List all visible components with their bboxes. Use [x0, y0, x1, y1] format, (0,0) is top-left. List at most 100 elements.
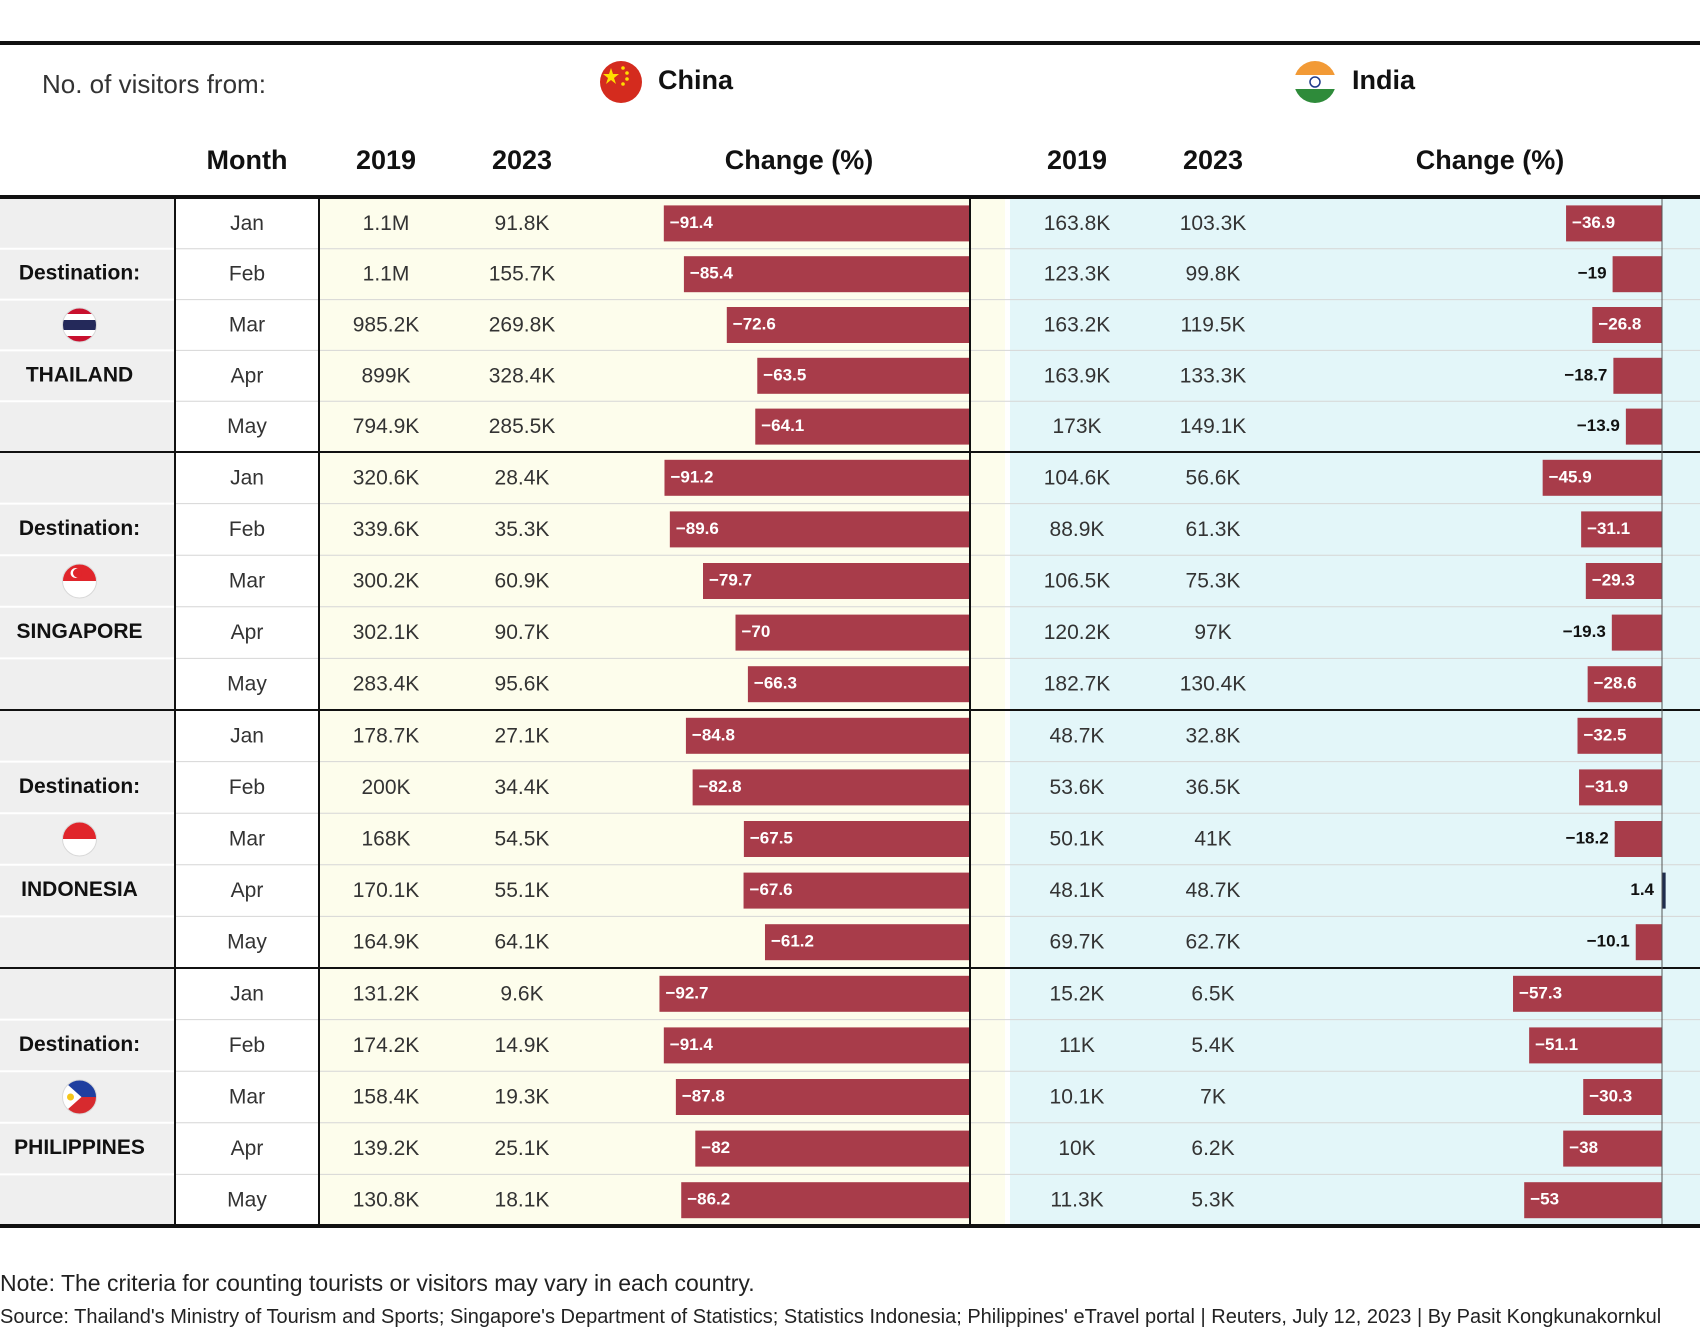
cell-month: Apr: [231, 621, 264, 644]
column-header-india-2023: 2023: [1183, 145, 1243, 175]
cell-china-2019: 174.2K: [353, 1034, 420, 1057]
bar-label-china: −85.4: [690, 264, 734, 283]
cell-india-2023: 149.1K: [1180, 415, 1247, 438]
cell-india-2023: 62.7K: [1186, 931, 1241, 954]
cell-china-2023: 54.5K: [495, 828, 550, 851]
cell-china-2023: 269.8K: [489, 314, 556, 337]
cell-china-2019: 164.9K: [353, 931, 420, 954]
philippines-flag-sun: [67, 1093, 74, 1101]
bar-china-change: [764, 924, 970, 961]
cell-india-2019: 173K: [1052, 415, 1101, 438]
china-flag-small-star: [621, 82, 625, 86]
india-section-bg: [1010, 198, 1700, 1226]
bar-label-china: −86.2: [687, 1190, 730, 1209]
bar-label-china: −70: [742, 622, 771, 641]
india-flag-wheel: [1309, 76, 1321, 88]
bar-india-change: [1587, 666, 1662, 703]
bar-label-india: −19: [1578, 264, 1607, 283]
bar-china-change: [663, 1027, 970, 1064]
cell-china-2019: 1.1M: [363, 263, 410, 286]
india-flag-green: [1294, 89, 1336, 103]
cell-china-2019: 320.6K: [353, 466, 420, 489]
bar-india-change: [1579, 769, 1662, 806]
cell-month: Mar: [229, 314, 265, 337]
cell-china-2019: 131.2K: [353, 982, 420, 1005]
cell-india-2019: 48.1K: [1050, 879, 1105, 902]
column-header-china-2023: 2023: [492, 145, 552, 175]
indonesia-flag-icon-rim: [62, 821, 97, 857]
china-flag-disc: [600, 61, 642, 103]
bar-india-change: [1662, 872, 1666, 909]
cell-china-2023: 60.9K: [495, 570, 550, 593]
indonesia-flag-red: [62, 822, 97, 839]
cell-month: May: [227, 673, 267, 696]
cell-china-2019: 794.9K: [353, 415, 420, 438]
bar-china-change: [695, 1130, 970, 1167]
cell-china-2019: 170.1K: [353, 879, 420, 902]
cell-china-2019: 283.4K: [353, 673, 420, 696]
cell-india-2023: 130.4K: [1180, 673, 1247, 696]
cell-india-2023: 48.7K: [1186, 879, 1241, 902]
cell-china-2019: 339.6K: [353, 518, 420, 541]
cell-month: Feb: [229, 776, 265, 799]
bar-china-change: [663, 205, 970, 242]
bar-india-change: [1635, 924, 1662, 961]
bar-china-change: [664, 459, 970, 496]
destination-label: Destination:: [19, 1033, 140, 1056]
cell-india-2019: 10K: [1058, 1137, 1095, 1160]
cell-india-2023: 103.3K: [1180, 212, 1247, 235]
bar-label-china: −67.5: [750, 828, 793, 847]
philippines-flag-icon-rim: [62, 1079, 97, 1115]
cell-china-2019: 178.7K: [353, 724, 420, 747]
bar-label-china: −79.7: [709, 570, 752, 589]
bar-label-china: −87.8: [682, 1086, 725, 1105]
cell-india-2023: 119.5K: [1181, 314, 1246, 337]
china-flag-icon: [600, 61, 642, 103]
cell-china-2019: 158.4K: [353, 1086, 420, 1109]
cell-month: Mar: [229, 828, 265, 851]
bar-label-china: −82.8: [699, 777, 742, 796]
cell-india-2023: 75.3K: [1186, 570, 1241, 593]
cell-china-2019: 139.2K: [353, 1137, 420, 1160]
cell-india-2023: 32.8K: [1186, 724, 1241, 747]
bar-india-change: [1513, 975, 1662, 1012]
bar-label-india: −38: [1569, 1138, 1598, 1157]
cell-india-2023: 6.2K: [1191, 1137, 1234, 1160]
singapore-flag-icon-rim: [62, 563, 97, 599]
bar-china-change: [685, 717, 970, 754]
bar-label-china: −63.5: [763, 365, 806, 384]
cell-month: Jan: [230, 724, 264, 747]
destination-label: Destination:: [19, 262, 140, 285]
cell-china-2023: 35.3K: [495, 518, 550, 541]
cell-china-2023: 328.4K: [489, 364, 556, 387]
cell-china-2023: 28.4K: [495, 466, 550, 489]
header-rule: [0, 195, 1700, 199]
bar-india-change: [1566, 205, 1662, 242]
bar-china-change: [757, 357, 970, 394]
bar-label-india: −30.3: [1589, 1086, 1632, 1105]
philippines-flag-icon: [62, 1079, 97, 1115]
singapore-flag-white: [62, 581, 97, 598]
bar-china-change: [669, 511, 970, 548]
bar-label-china: −91.4: [670, 213, 714, 232]
cell-china-2023: 90.7K: [495, 621, 550, 644]
cell-india-2023: 99.8K: [1186, 263, 1241, 286]
thailand-flag-band: [62, 336, 97, 342]
bar-label-india: −19.3: [1563, 622, 1606, 641]
origin-name-india: India: [1352, 65, 1416, 95]
bar-india-change: [1611, 614, 1662, 651]
cell-china-2023: 14.9K: [495, 1034, 550, 1057]
bar-label-india: −32.5: [1584, 725, 1627, 744]
bar-india-change: [1612, 256, 1662, 293]
cell-india-2019: 182.7K: [1044, 673, 1111, 696]
cell-china-2023: 95.6K: [495, 673, 550, 696]
top-rule: [0, 41, 1700, 45]
cell-china-2019: 200K: [361, 776, 410, 799]
thailand-flag-icon-rim: [62, 307, 97, 343]
cell-india-2019: 163.2K: [1044, 314, 1111, 337]
cell-india-2023: 41K: [1194, 828, 1231, 851]
bar-label-india: −45.9: [1549, 467, 1592, 486]
bar-label-china: −82: [701, 1138, 730, 1157]
cell-india-2019: 50.1K: [1050, 828, 1105, 851]
cell-china-2023: 25.1K: [495, 1137, 550, 1160]
